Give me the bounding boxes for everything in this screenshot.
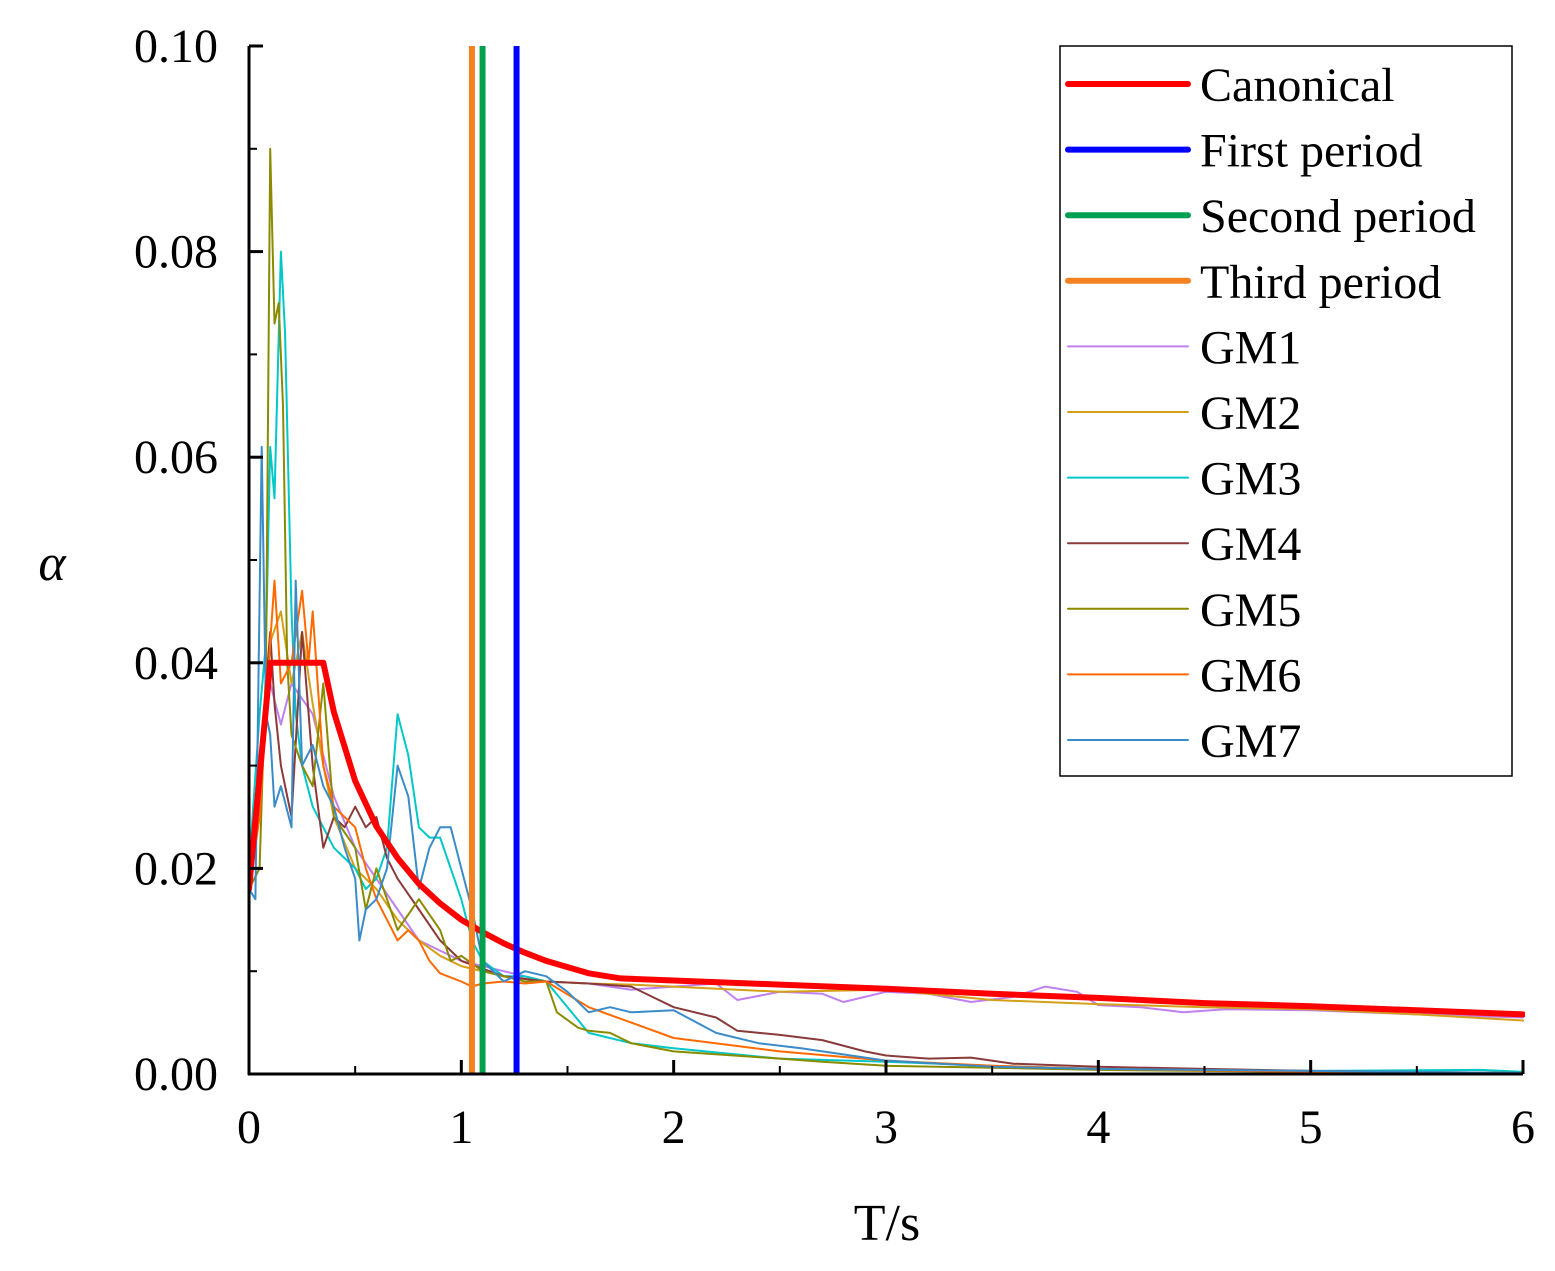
legend-label-gm4: GM4 xyxy=(1200,518,1301,571)
legend-label-canonical: Canonical xyxy=(1200,59,1395,112)
x-tick-label: 4 xyxy=(1086,1101,1110,1154)
x-tick-label: 2 xyxy=(662,1101,686,1154)
y-tick-label: 0.04 xyxy=(134,637,218,690)
legend-label-gm6: GM6 xyxy=(1200,649,1301,702)
legend-label-gm1: GM1 xyxy=(1200,321,1301,374)
x-axis-label: T/s xyxy=(854,1195,920,1252)
y-axis-label: α xyxy=(38,535,67,592)
series-gm7 xyxy=(249,445,1524,1074)
series-gm5 xyxy=(249,147,1524,1074)
legend-label-first-period: First period xyxy=(1200,125,1423,178)
legend-label-gm2: GM2 xyxy=(1200,387,1301,440)
y-tick-label: 0.10 xyxy=(134,20,218,73)
y-tick-label: 0.08 xyxy=(134,226,218,279)
legend-label-second-period: Second period xyxy=(1200,190,1476,243)
x-tick-label: 5 xyxy=(1299,1101,1323,1154)
x-tick-label: 1 xyxy=(449,1101,473,1154)
series-gm3 xyxy=(249,250,1524,1073)
series-canonical xyxy=(249,659,1525,1018)
legend-label-gm3: GM3 xyxy=(1200,453,1301,506)
y-tick-label: 0.00 xyxy=(134,1048,218,1101)
legend-label-third-period: Third period xyxy=(1200,256,1441,309)
y-tick-label: 0.02 xyxy=(134,842,218,895)
axes: 0 1 2 3 4 5 6 0.00 0.02 0.04 0.06 0.08 0.10 xyxy=(134,20,1535,1154)
legend-label-gm5: GM5 xyxy=(1200,584,1301,637)
legend-label-gm7: GM7 xyxy=(1200,715,1301,768)
x-tick-label: 3 xyxy=(874,1101,898,1154)
legend: Canonical First period Second period Third … xyxy=(1059,45,1513,777)
x-tick-label: 0 xyxy=(237,1101,261,1154)
y-tick-label: 0.06 xyxy=(134,431,218,484)
x-tick-label: 6 xyxy=(1511,1101,1535,1154)
series-layer xyxy=(249,46,1525,1074)
